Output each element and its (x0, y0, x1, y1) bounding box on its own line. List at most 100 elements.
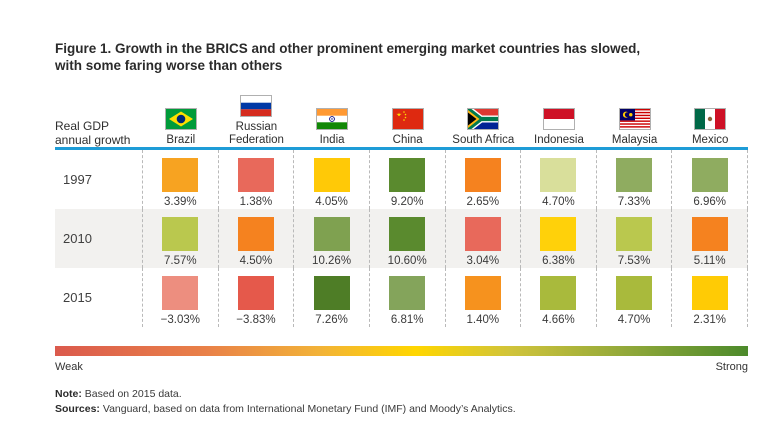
legend-weak-label: Weak (55, 361, 83, 373)
column-header-brazil: Brazil (143, 108, 219, 147)
value-swatch (389, 217, 426, 251)
value-swatch (237, 276, 274, 310)
value-label: 6.38% (542, 255, 575, 267)
value-label: 4.66% (542, 314, 575, 326)
russia-flag-icon (240, 95, 273, 117)
china-flag-icon (391, 108, 424, 130)
column-label: Brazil (166, 134, 196, 146)
value-swatch (313, 217, 350, 251)
data-cell: −3.03% (143, 268, 219, 327)
value-swatch (616, 276, 653, 310)
value-swatch (389, 158, 426, 192)
brazil-flag-icon (164, 108, 197, 130)
data-cell: 5.11% (672, 209, 748, 268)
value-label: 3.39% (164, 196, 197, 208)
value-swatch (540, 158, 577, 192)
note-text: Based on 2015 data. (81, 388, 182, 400)
table-header-row: Real GDP annual growth Brazil Russian Fe… (55, 95, 748, 150)
table-row-2015: 2015 −3.03% −3.83% 7.26% 6.81% (55, 268, 748, 327)
value-label: 6.81% (390, 314, 424, 326)
value-swatch (691, 158, 728, 192)
note-label: Note: (55, 388, 82, 400)
value-label: 7.33% (617, 196, 651, 208)
value-swatch (313, 276, 350, 310)
data-cell: 4.70% (597, 268, 673, 327)
column-header-malaysia: Malaysia (597, 108, 673, 147)
data-cell: 1.40% (446, 268, 522, 327)
value-label: 2.31% (693, 314, 726, 326)
value-label: −3.03% (160, 314, 200, 326)
mexico-flag-icon (694, 108, 727, 130)
column-label: India (319, 134, 345, 146)
data-cell: 6.96% (672, 150, 748, 209)
value-label: 10.26% (312, 255, 352, 267)
year-label: 1997 (55, 150, 143, 209)
table-body: 1997 3.39% 1.38% 4.05% 9.20% (55, 150, 748, 327)
data-cell: 4.66% (521, 268, 597, 327)
weak-strong-gradient-bar (55, 346, 748, 356)
value-label: 2.65% (466, 196, 500, 208)
year-label: 2010 (55, 209, 143, 268)
value-swatch (691, 217, 728, 251)
value-swatch (162, 276, 199, 310)
column-label: China (392, 134, 423, 146)
data-cell: 7.53% (597, 209, 673, 268)
value-swatch (540, 217, 577, 251)
value-swatch (616, 158, 653, 192)
value-swatch (464, 158, 501, 192)
value-label: 4.70% (617, 314, 651, 326)
data-cell: 4.05% (294, 150, 370, 209)
column-header-russia: Russian Federation (219, 95, 295, 147)
value-label: 5.11% (693, 255, 726, 267)
value-swatch (540, 276, 577, 310)
south-africa-flag-icon (467, 108, 500, 130)
value-label: 4.70% (542, 196, 575, 208)
value-label: 4.05% (315, 196, 348, 208)
figure-title-line2: with some faring worse than others (55, 58, 283, 73)
value-label: 4.50% (239, 255, 273, 267)
data-cell: 7.33% (597, 150, 673, 209)
value-swatch (691, 276, 728, 310)
data-cell: 10.26% (294, 209, 370, 268)
data-cell: 10.60% (370, 209, 446, 268)
column-header-south-africa: South Africa (446, 108, 522, 147)
column-header-india: India (294, 108, 370, 147)
data-cell: 4.50% (219, 209, 295, 268)
column-header-mexico: Mexico (672, 108, 748, 147)
data-cell: 4.70% (521, 150, 597, 209)
data-cell: 2.31% (672, 268, 748, 327)
value-swatch (162, 158, 199, 192)
table-row-2010: 2010 7.57% 4.50% 10.26% 10.60% (55, 209, 748, 268)
column-header-indonesia: Indonesia (521, 108, 597, 147)
figure-title: Figure 1. Growth in the BRICS and other … (55, 40, 715, 74)
value-label: 7.26% (315, 314, 348, 326)
malaysia-flag-icon (618, 108, 651, 130)
value-label: 3.04% (466, 255, 500, 267)
value-label: 1.40% (466, 314, 500, 326)
indonesia-flag-icon (542, 108, 575, 130)
data-cell: 6.81% (370, 268, 446, 327)
data-cell: 9.20% (370, 150, 446, 209)
value-label: 6.96% (693, 196, 726, 208)
column-label: Mexico (691, 134, 729, 146)
value-swatch (237, 217, 274, 251)
column-label: Russian Federation (228, 121, 284, 146)
table-row-1997: 1997 3.39% 1.38% 4.05% 9.20% (55, 150, 748, 209)
data-cell: 3.39% (143, 150, 219, 209)
note-line: Note: Based on 2015 data. (55, 388, 182, 400)
value-swatch (313, 158, 350, 192)
data-cell: 6.38% (521, 209, 597, 268)
value-label: 7.57% (164, 255, 197, 267)
figure-title-line1: Figure 1. Growth in the BRICS and other … (55, 41, 641, 56)
data-cell: 1.38% (219, 150, 295, 209)
india-flag-icon (316, 108, 349, 130)
column-label: Malaysia (611, 134, 658, 146)
sources-label: Sources: (55, 403, 100, 415)
value-swatch (616, 217, 653, 251)
sources-line: Sources: Vanguard, based on data from In… (55, 403, 516, 415)
column-label: Indonesia (534, 134, 584, 146)
value-swatch (464, 217, 501, 251)
column-header-china: China (370, 108, 446, 147)
gdp-table: Real GDP annual growth Brazil Russian Fe… (55, 95, 748, 327)
